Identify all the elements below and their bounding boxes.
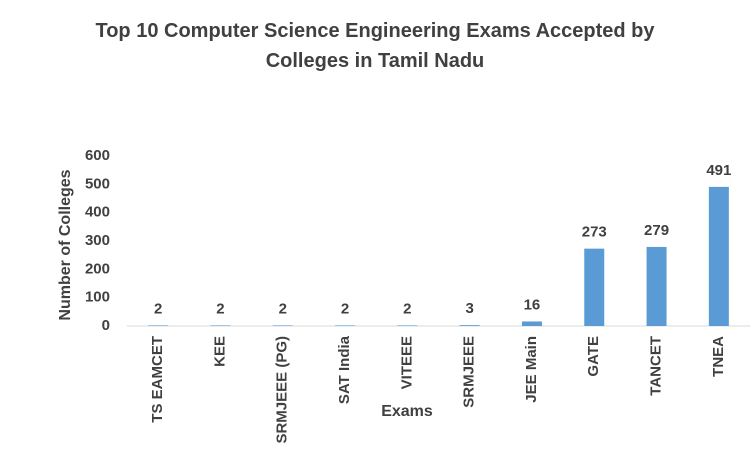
x-tick-label: KEE	[211, 336, 228, 367]
x-tick-label: JEE Main	[523, 336, 540, 403]
bar	[397, 325, 418, 326]
x-tick-label: GATE	[585, 336, 602, 377]
x-axis-label: Exams	[381, 403, 433, 420]
data-label: 491	[706, 162, 731, 179]
data-label: 2	[216, 300, 224, 317]
data-label: 2	[403, 300, 411, 317]
x-tick-label: SAT India	[336, 335, 353, 404]
data-label: 2	[154, 300, 162, 317]
data-label: 273	[582, 224, 607, 241]
y-tick-label: 400	[85, 204, 110, 221]
x-tick-label: TS EAMCET	[149, 336, 166, 423]
data-label: 16	[524, 296, 541, 313]
data-label: 2	[279, 300, 287, 317]
bar	[272, 325, 293, 326]
data-label: 2	[341, 300, 349, 317]
y-tick-label: 600	[85, 147, 110, 164]
y-tick-label: 300	[85, 232, 110, 249]
bar	[584, 248, 605, 326]
data-label: 279	[644, 222, 669, 239]
x-tick-label: TANCET	[648, 336, 665, 396]
data-label: 3	[465, 300, 473, 317]
bar	[148, 325, 169, 326]
y-tick-label: 100	[85, 289, 110, 306]
x-tick-label: TNEA	[710, 336, 727, 377]
y-tick-label: 500	[85, 175, 110, 192]
x-tick-label: SRMJEEE	[461, 336, 478, 408]
bar	[210, 325, 231, 326]
x-tick-label: SRMJEEE (PG)	[274, 336, 291, 444]
x-tick-label: VITEEE	[398, 336, 415, 389]
bar	[521, 321, 542, 326]
y-tick-label: 0	[102, 317, 110, 334]
bar	[708, 186, 729, 326]
bar	[646, 246, 667, 326]
y-axis-label: Number of Colleges	[57, 169, 74, 320]
bar	[459, 325, 480, 326]
chart-title: Top 10 Computer Science Engineering Exam…	[95, 20, 655, 72]
y-tick-label: 200	[85, 260, 110, 277]
bar	[335, 325, 356, 326]
